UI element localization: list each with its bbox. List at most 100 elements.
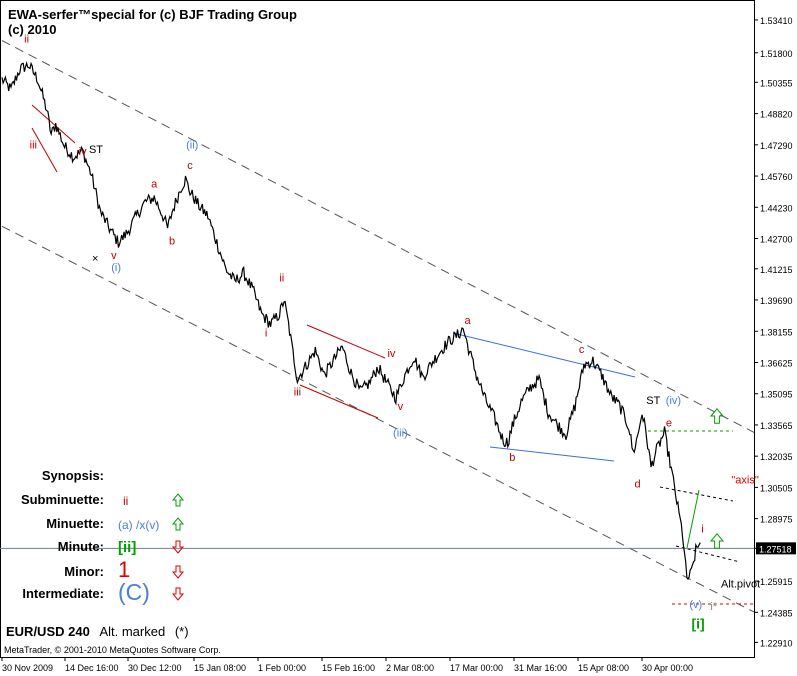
price-line — [1, 61, 701, 581]
arrow-up-icon — [171, 517, 185, 531]
synopsis-row-value: ii — [123, 494, 129, 508]
wave-label-19: d — [635, 478, 641, 490]
y-tick-label-5: 1.45760 — [760, 172, 793, 182]
symbol-footer: EUR/USD 240 Alt. marked (*) — [6, 624, 189, 639]
y-tick-label-8: 1.41215 — [760, 265, 793, 275]
wave-label-21: (iv) — [666, 395, 681, 407]
y-tick-label-19: 1.24385 — [760, 608, 793, 618]
arrow-down-glyph — [171, 565, 185, 579]
wave-label-14: v — [398, 401, 404, 413]
x-tick-label-4: 1 Feb 00:00 — [258, 663, 306, 673]
price-axis: 1.53410 1.51800 1.50355 1.48820 1.47290 1.457… — [754, 16, 796, 648]
x-tick-label-8: 31 Mar 16:00 — [514, 663, 567, 673]
wave-label-28: [i] — [691, 615, 704, 631]
wave-label-20: ST — [646, 395, 660, 407]
y-tick-label-14: 1.32035 — [760, 452, 793, 462]
y-tick-label-15: 1.30505 — [760, 483, 793, 493]
synopsis-row: Minute: [ii] — [0, 539, 200, 561]
aux-line-10 — [686, 489, 700, 549]
arrow-up-glyph — [171, 493, 185, 507]
aux-line-9 — [675, 545, 741, 563]
aux-line-0 — [31, 104, 76, 144]
price-series — [1, 61, 701, 581]
aux-line-4 — [452, 332, 636, 378]
y-tick-label-2: 1.50355 — [760, 78, 793, 88]
synopsis-title-row: Synopsis: — [0, 468, 104, 490]
synopsis-row-label: Minuette: — [46, 516, 104, 531]
x-tick-label-7: 17 Mar 00:00 — [450, 663, 503, 673]
wave-label-6: (ii) — [186, 140, 198, 152]
wave-label-10: ii — [279, 272, 284, 284]
x-tick-label-6: 2 Mar 08:00 — [386, 663, 434, 673]
wave-label-23: "axis" — [731, 474, 758, 486]
aux-line-3 — [299, 384, 379, 419]
y-tick-label-18: 1.25915 — [760, 577, 793, 587]
wave-label-15: (iii) — [393, 427, 408, 439]
wave-label-16: a — [464, 315, 471, 327]
arrow-down-icon — [171, 587, 185, 601]
aux-line-5 — [489, 446, 615, 462]
synopsis-row-label: Minor: — [64, 564, 104, 579]
y-tick-label-20: 1.22910 — [760, 638, 793, 648]
current-price-box — [756, 542, 796, 555]
x-tick-label-2: 30 Dec 12:00 — [128, 663, 182, 673]
y-tick-label-4: 1.47290 — [760, 141, 793, 151]
y-tick-label-13: 1.33565 — [760, 421, 793, 431]
current-price-label: 1.27518 — [759, 544, 792, 554]
synopsis-title: Synopsis: — [41, 468, 104, 483]
synopsis-row: Minor: 1 — [0, 557, 200, 586]
wave-label-25: Alt.pivot — [721, 578, 760, 590]
chart-subtitle: (c) 2010 — [8, 22, 57, 37]
synopsis-row-label: Minute: — [57, 539, 104, 554]
wave-label-18: c — [579, 344, 585, 356]
y-tick-label-10: 1.38155 — [760, 327, 793, 337]
wave-label-8: b — [169, 236, 175, 248]
arrow-down-icon — [171, 540, 185, 554]
aux-line-2 — [306, 324, 386, 359]
wave-label-4: v — [111, 250, 117, 262]
x-marker: × — [92, 253, 98, 265]
x-tick-label-10: 30 Apr 00:00 — [642, 663, 693, 673]
synopsis-row: Subminuette: ii — [0, 492, 200, 514]
x-tick-label-1: 14 Dec 16:00 — [65, 663, 119, 673]
arrow-up-glyph — [171, 517, 185, 531]
arrow-down-glyph — [171, 587, 185, 601]
synopsis-row-label: Intermediate: — [22, 586, 104, 601]
arrow-down-glyph — [171, 540, 185, 554]
synopsis-row-value: 1 — [118, 557, 131, 582]
synopsis-row-label: Subminuette: — [20, 492, 104, 507]
wave-label-11: i — [265, 327, 267, 339]
wave-label-22: e — [666, 417, 672, 429]
channel-line-upper — [1, 40, 755, 433]
wave-label-0: ii — [24, 34, 29, 46]
symbol-label: EUR/USD 240 — [6, 624, 90, 639]
wave-label-27: i* — [710, 601, 717, 613]
y-tick-label-0: 1.53410 — [760, 16, 793, 26]
y-tick-label-6: 1.44230 — [760, 203, 793, 213]
synopsis-row-value: (C) — [118, 579, 150, 605]
aux-line-8 — [659, 486, 734, 502]
wave-label-13: iv — [387, 348, 395, 360]
aux-line-1 — [31, 127, 58, 173]
wave-label-2: iv — [79, 146, 87, 158]
wave-label-26: (v) — [689, 599, 702, 611]
wave-label-1: iii — [30, 140, 37, 152]
signal-arrows — [709, 408, 725, 549]
wave-label-3: ST — [89, 144, 103, 156]
y-tick-label-7: 1.42700 — [760, 235, 793, 245]
synopsis-row-value: (a) /x(v) — [118, 518, 160, 532]
y-tick-label-3: 1.48820 — [760, 110, 793, 120]
x-tick-label-3: 15 Jan 08:00 — [194, 663, 246, 673]
wave-label-7: a — [151, 178, 158, 190]
y-tick-label-9: 1.39690 — [760, 296, 793, 306]
mode-label: Alt. marked — [99, 624, 166, 639]
time-axis: 30 Nov 2009 14 Dec 16:00 30 Dec 12:00 15 Ja… — [1, 657, 693, 673]
x-tick-label-5: 15 Feb 16:00 — [322, 663, 375, 673]
synopsis-row: Minuette: (a) /x(v) — [0, 516, 200, 538]
x-tick-label-0: 30 Nov 2009 — [2, 663, 53, 673]
y-tick-label-12: 1.35095 — [760, 390, 793, 400]
wave-label-12: iii — [294, 387, 301, 399]
y-tick-label-16: 1.28975 — [760, 515, 793, 525]
